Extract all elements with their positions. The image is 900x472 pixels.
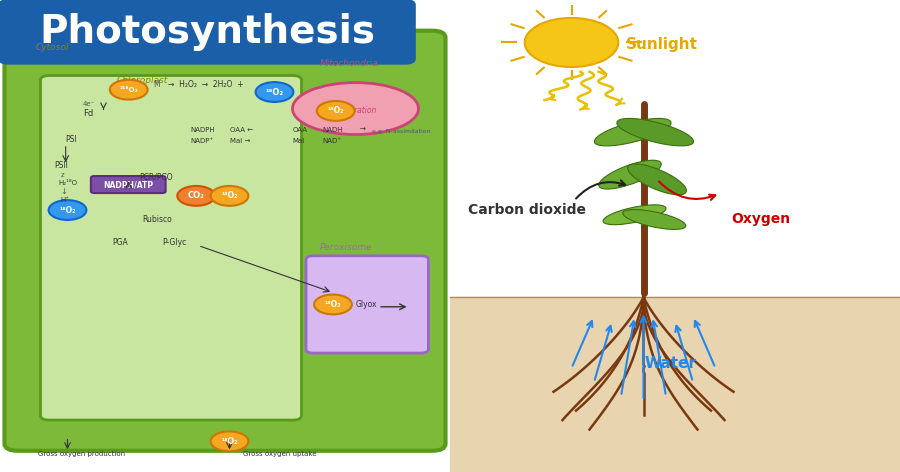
Circle shape	[110, 80, 148, 100]
Ellipse shape	[292, 83, 418, 135]
Text: Rubisco: Rubisco	[142, 215, 172, 224]
Text: NADP⁺: NADP⁺	[191, 137, 214, 143]
Text: Sunlight: Sunlight	[626, 37, 698, 52]
Text: PCR/PCO: PCR/PCO	[140, 172, 173, 181]
Text: ¹⁸O₂: ¹⁸O₂	[266, 87, 284, 97]
Text: NADPH: NADPH	[191, 127, 215, 133]
Text: Respiration: Respiration	[334, 106, 377, 116]
Text: z: z	[60, 172, 64, 178]
Text: Mitochondria: Mitochondria	[320, 59, 378, 68]
Ellipse shape	[627, 164, 687, 195]
Text: 4e⁻: 4e⁻	[83, 101, 95, 107]
FancyBboxPatch shape	[4, 31, 446, 451]
FancyBboxPatch shape	[0, 0, 416, 65]
Text: ↓: ↓	[60, 186, 68, 195]
Text: NADPH/ATP: NADPH/ATP	[104, 180, 153, 189]
Text: →  H₂O₂  →  2H₂O  +: → H₂O₂ → 2H₂O +	[168, 80, 244, 89]
Circle shape	[256, 82, 293, 102]
Text: PSII: PSII	[54, 160, 68, 169]
Text: Peroxisome: Peroxisome	[320, 243, 372, 252]
Text: M: M	[153, 80, 159, 89]
Text: PSI: PSI	[66, 135, 77, 143]
FancyBboxPatch shape	[306, 256, 428, 353]
FancyBboxPatch shape	[40, 76, 302, 420]
Text: Glyox: Glyox	[356, 300, 377, 309]
Text: Oxygen: Oxygen	[731, 212, 790, 227]
Text: P-Glyc: P-Glyc	[162, 238, 186, 247]
Circle shape	[211, 431, 248, 451]
Text: e.g. N-assimilation: e.g. N-assimilation	[372, 129, 430, 134]
Text: Chloroplast: Chloroplast	[117, 76, 168, 84]
Text: OAA: OAA	[292, 127, 308, 133]
Text: ¹⁸O₂: ¹⁸O₂	[59, 205, 76, 215]
Text: ¹⁸O₂: ¹⁸O₂	[325, 300, 341, 309]
Ellipse shape	[603, 205, 666, 225]
Text: Gross oxygen production: Gross oxygen production	[38, 451, 125, 457]
Ellipse shape	[598, 160, 662, 189]
Text: CO₂: CO₂	[188, 191, 204, 201]
Circle shape	[49, 200, 86, 220]
Text: Fd: Fd	[83, 109, 93, 118]
Text: NAD⁺: NAD⁺	[322, 137, 341, 143]
Text: NADH: NADH	[322, 127, 343, 133]
Text: PGA: PGA	[112, 238, 128, 247]
Text: ²¹⁸O₂: ²¹⁸O₂	[120, 87, 138, 93]
Circle shape	[525, 18, 618, 67]
Circle shape	[177, 186, 215, 206]
Text: →: →	[360, 127, 366, 133]
Text: OAA ←: OAA ←	[230, 127, 253, 133]
Text: ¹⁸O₂: ¹⁸O₂	[221, 191, 238, 201]
Text: Cytosol: Cytosol	[36, 42, 69, 51]
Text: Gross oxygen uptake: Gross oxygen uptake	[243, 451, 317, 457]
Circle shape	[211, 186, 248, 206]
Text: ¹⁸O₂: ¹⁸O₂	[328, 106, 344, 116]
Text: Water: Water	[644, 356, 697, 371]
Ellipse shape	[594, 118, 671, 146]
Ellipse shape	[623, 210, 686, 229]
Ellipse shape	[616, 118, 694, 146]
Circle shape	[314, 295, 352, 314]
Text: H₂¹⁸O: H₂¹⁸O	[58, 180, 77, 186]
Circle shape	[317, 101, 355, 121]
Text: H⁺: H⁺	[60, 197, 69, 203]
FancyBboxPatch shape	[91, 176, 166, 193]
Text: Mal: Mal	[292, 137, 305, 143]
Text: ¹⁸O₂: ¹⁸O₂	[221, 437, 238, 446]
Text: Photosynthesis: Photosynthesis	[39, 13, 375, 51]
Text: Mal →: Mal →	[230, 137, 250, 143]
Text: Carbon dioxide: Carbon dioxide	[467, 203, 586, 217]
